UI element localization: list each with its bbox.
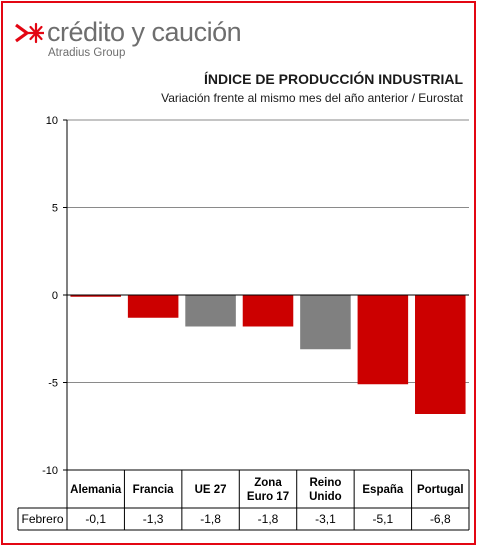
series-label: Febrero [21,512,63,526]
category-label: Alemania [70,484,122,496]
data-value-label: -3,1 [315,512,336,526]
category-label: Portugal [417,484,464,496]
chart-subtitle: Variación frente al mismo mes del año an… [161,91,463,105]
bar [70,295,121,297]
logo-name: crédito y caución [47,17,242,47]
chart-frame [1,1,476,545]
y-tick-label: 0 [52,290,58,302]
bar [300,295,351,350]
logo-arrow-icon [15,22,44,44]
category-label: UE 27 [195,484,227,496]
y-tick-label: -10 [42,465,58,477]
bar [415,295,466,414]
y-tick-label: -5 [48,378,58,390]
category-label: España [362,484,404,496]
bar [185,295,236,327]
data-value-label: -1,3 [143,512,164,526]
category-label: Euro 17 [247,491,289,503]
y-tick-label: 5 [52,203,58,215]
bar [242,295,294,327]
category-label: Reino [309,477,341,489]
category-label: Unido [309,491,342,503]
data-value-label: -6,8 [430,512,451,526]
data-value-label: -5,1 [373,512,394,526]
company-logo: crédito y caución Atradius Group [14,14,254,64]
data-value-label: -1,8 [200,512,221,526]
data-value-label: -1,8 [258,512,279,526]
logo-group: Atradius Group [48,47,126,59]
bar [357,295,409,385]
category-label: Francia [133,484,175,496]
chart-title: ÍNDICE DE PRODUCCIÓN INDUSTRIAL [203,71,463,87]
y-tick-label: 10 [46,115,58,127]
data-value-label: -0,1 [85,512,106,526]
category-label: Zona [254,477,282,489]
bar [127,295,179,318]
